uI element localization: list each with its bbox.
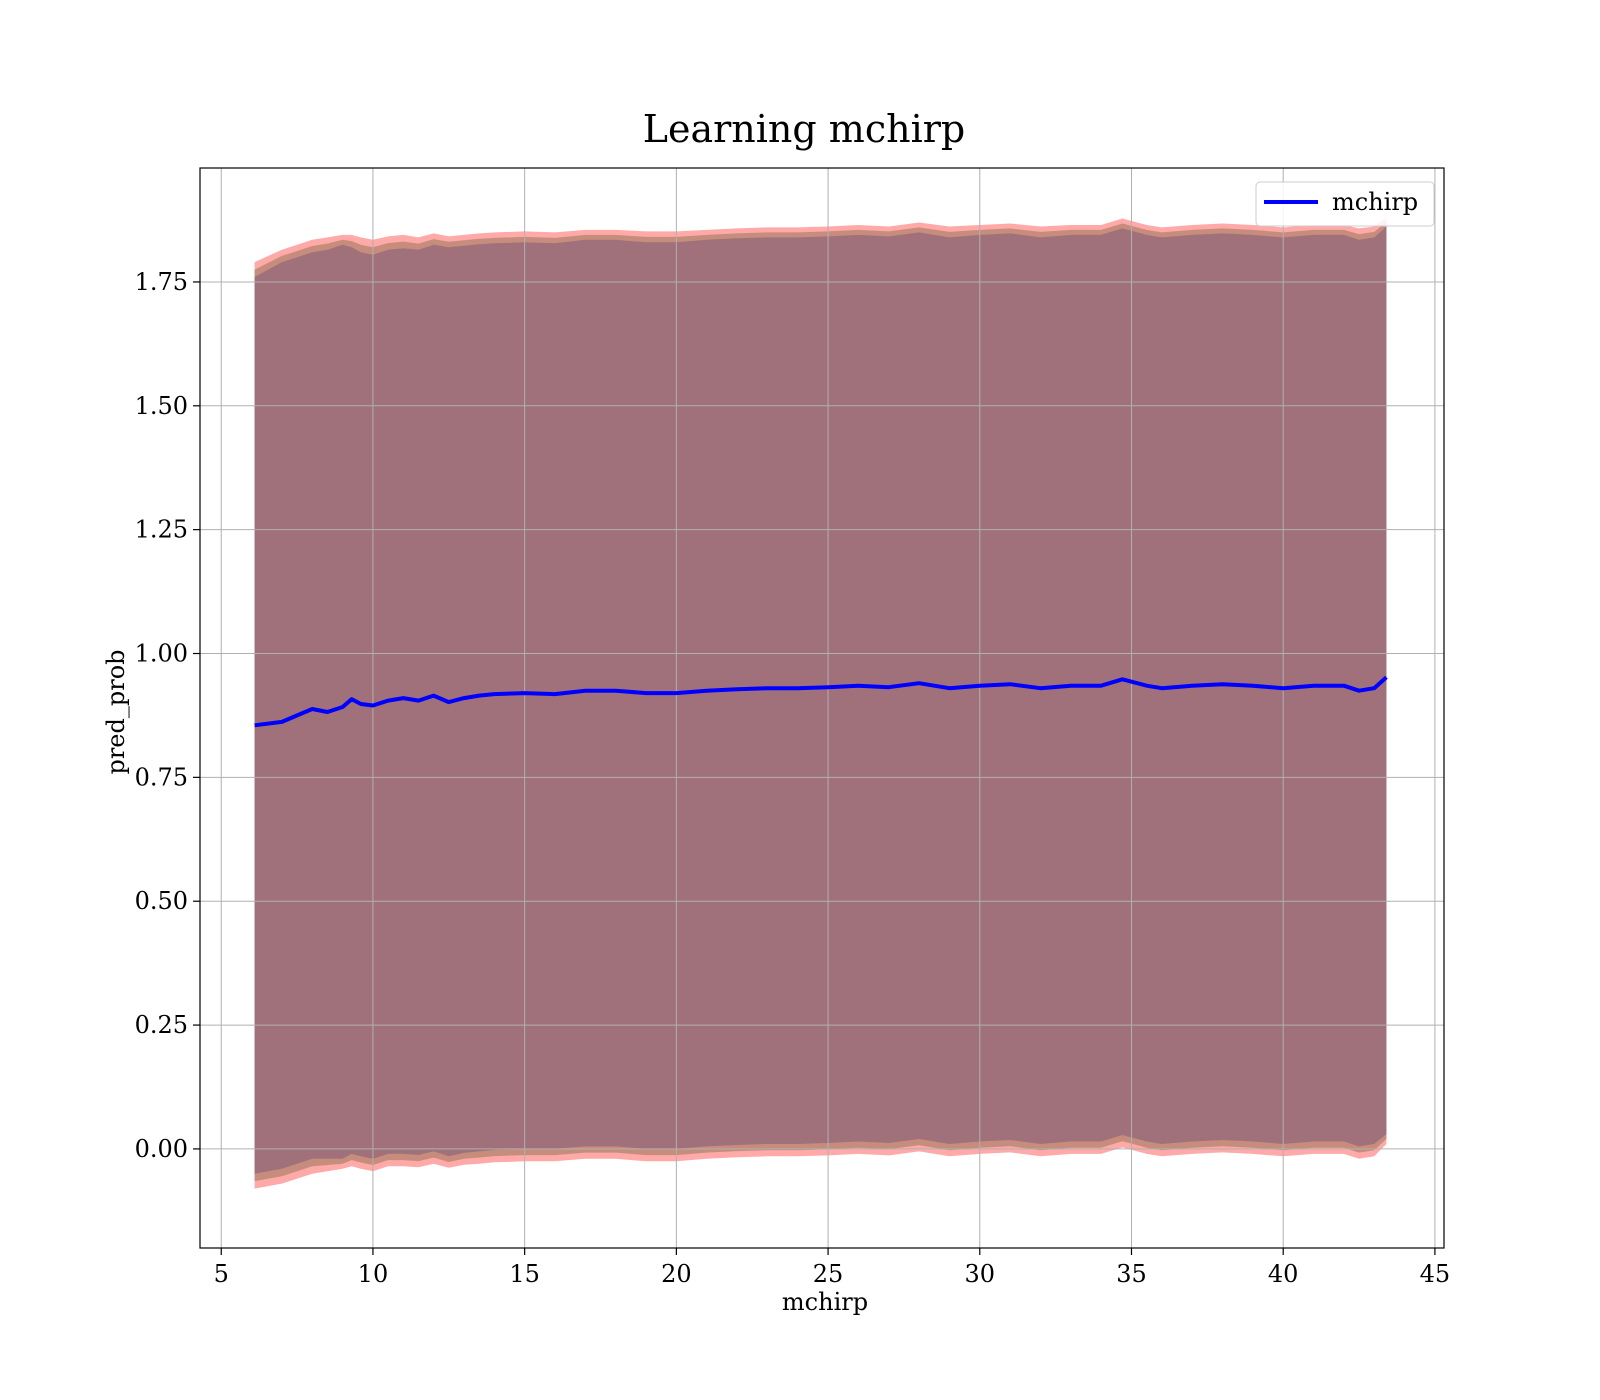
x-tick-label: 15 (509, 1260, 540, 1288)
plot-area (199, 167, 1445, 1249)
legend: mchirp (1255, 181, 1435, 227)
confidence-bands (254, 217, 1387, 1189)
x-tick-label: 30 (965, 1260, 996, 1288)
x-tick-label: 40 (1268, 1260, 1299, 1288)
confidence-band-inner (254, 226, 1387, 1174)
y-tick-label: 1.75 (135, 268, 188, 296)
y-tick-label: 0.00 (135, 1135, 188, 1163)
x-tick-label: 25 (813, 1260, 844, 1288)
y-tick-label: 1.50 (135, 392, 188, 420)
plot-frame (199, 167, 1445, 1249)
series-line-mchirp (254, 675, 1388, 728)
y-tick-label: 1.00 (135, 640, 188, 668)
x-tick-label: 5 (214, 1260, 229, 1288)
x-tick-label: 10 (358, 1260, 389, 1288)
chart-title: Learning mchirp (643, 107, 965, 151)
legend-box (1255, 181, 1435, 227)
series-lines (254, 675, 1388, 728)
y-tick-label: 1.25 (135, 516, 188, 544)
x-axis-label: mchirp (782, 1288, 868, 1316)
y-tick-label: 0.25 (135, 1011, 188, 1039)
y-axis-ticks: 0.00 0.25 0.50 0.75 1.00 1.25 1.50 1.75 (135, 268, 200, 1163)
x-tick-label: 45 (1420, 1260, 1451, 1288)
y-axis-label: pred_prob (102, 649, 130, 774)
grid-lines (200, 168, 1444, 1248)
legend-label-mchirp: mchirp (1332, 188, 1418, 216)
y-tick-label: 0.50 (135, 887, 188, 915)
x-tick-label: 20 (661, 1260, 692, 1288)
x-axis-ticks: 5 10 15 20 25 30 35 40 45 (214, 1248, 1451, 1288)
x-tick-label: 35 (1116, 1260, 1147, 1288)
y-tick-label: 0.75 (135, 763, 188, 791)
